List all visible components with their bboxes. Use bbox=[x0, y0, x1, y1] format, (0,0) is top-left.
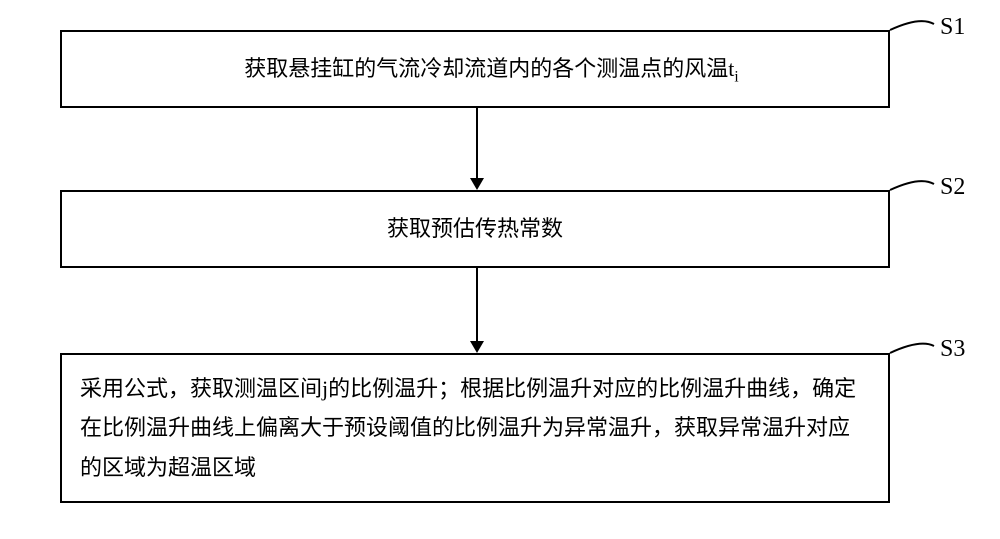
step-box-s3: 采用公式，获取测温区间j的比例温升；根据比例温升对应的比例温升曲线，确定在比例温… bbox=[60, 353, 890, 503]
s1-text-main: 获取悬挂缸的气流冷却流道内的各个测温点的风温t bbox=[244, 56, 734, 81]
step-text-s1: 获取悬挂缸的气流冷却流道内的各个测温点的风温ti bbox=[211, 10, 738, 129]
arrow-s2-s3-head bbox=[470, 341, 484, 353]
step-label-s1: S1 bbox=[940, 14, 965, 41]
step-text-s3: 采用公式，获取测温区间j的比例温升；根据比例温升对应的比例温升曲线，确定在比例温… bbox=[80, 369, 870, 488]
step-box-s1: 获取悬挂缸的气流冷却流道内的各个测温点的风温ti bbox=[60, 30, 890, 108]
arrow-s1-s2-line bbox=[476, 108, 478, 178]
s1-subscript: i bbox=[734, 69, 738, 86]
arrow-s1-s2-head bbox=[470, 178, 484, 190]
step-text-s2: 获取预估传热常数 bbox=[387, 209, 563, 249]
step-box-s2: 获取预估传热常数 bbox=[60, 190, 890, 268]
step-label-s2: S2 bbox=[940, 174, 965, 201]
flowchart-canvas: 获取悬挂缸的气流冷却流道内的各个测温点的风温ti S1 获取预估传热常数 S2 … bbox=[0, 0, 1000, 539]
arrow-s2-s3-line bbox=[476, 268, 478, 341]
step-label-s3: S3 bbox=[940, 336, 965, 363]
